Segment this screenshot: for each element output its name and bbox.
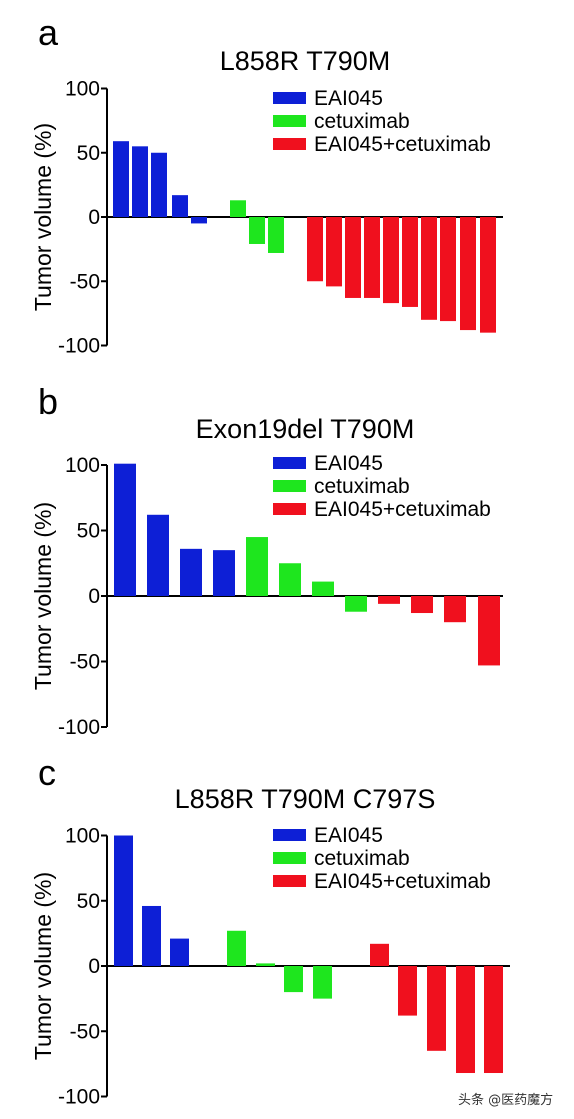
bar-eai045-cetuximab-2 <box>398 966 417 1016</box>
bar-cetuximab-2 <box>279 563 301 596</box>
bar-cetuximab-3 <box>284 966 303 993</box>
bar-cetuximab-2 <box>249 217 265 244</box>
legend-swatch <box>273 503 306 515</box>
bar-cetuximab-2 <box>256 963 275 966</box>
bar-eai045-2 <box>147 514 169 596</box>
y-axis-label: Tumor volume (%) <box>30 123 56 311</box>
bar-cetuximab-1 <box>246 537 268 596</box>
bar-cetuximab-1 <box>227 930 246 966</box>
y-tick-label: 50 <box>77 520 100 543</box>
bar-eai045-cetuximab-2 <box>411 596 433 614</box>
bar-eai045-2 <box>142 905 161 966</box>
y-axis-label: Tumor volume (%) <box>30 502 56 690</box>
legend-swatch <box>273 457 306 469</box>
bar-eai045-cetuximab-8 <box>440 217 456 322</box>
bar-eai045-cetuximab-3 <box>345 217 361 298</box>
bar-cetuximab-4 <box>345 596 367 612</box>
bar-eai045-cetuximab-4 <box>364 217 380 298</box>
y-tick-label: 0 <box>88 955 100 978</box>
bar-eai045-1 <box>113 141 129 217</box>
bar-eai045-1 <box>114 463 136 596</box>
bar-eai045-cetuximab-5 <box>484 966 503 1074</box>
y-tick-label: -50 <box>70 270 100 293</box>
bar-eai045-cetuximab-6 <box>402 217 418 307</box>
chart-title: Exon19del T790M <box>196 414 415 444</box>
legend-label: EAI045 <box>314 824 383 847</box>
legend-label: EAI045+cetuximab <box>314 498 491 521</box>
bar-cetuximab-4 <box>313 966 332 999</box>
watermark: 头条 @医药魔方 <box>458 1093 554 1108</box>
panel-letter: c <box>38 752 56 793</box>
y-tick-label: -100 <box>58 1086 100 1109</box>
y-tick-label: 0 <box>88 206 100 229</box>
panel-c: c L858R T790M C797S Tumor volume (%) 100 50 0… <box>30 752 510 1109</box>
legend-swatch <box>273 875 306 887</box>
bar-eai045-1 <box>114 835 133 966</box>
y-tick-label: -50 <box>70 651 100 674</box>
bar-eai045-cetuximab-4 <box>456 966 475 1074</box>
bar-eai045-cetuximab-7 <box>421 217 437 320</box>
panel-letter: a <box>38 12 59 53</box>
y-tick-label: 100 <box>65 454 100 477</box>
bar-eai045-cetuximab-1 <box>307 217 323 282</box>
bar-eai045-cetuximab-1 <box>378 596 400 604</box>
legend-swatch <box>273 852 306 864</box>
bar-eai045-3 <box>180 548 202 596</box>
bar-eai045-cetuximab-2 <box>326 217 342 287</box>
bar-eai045-2 <box>132 146 148 217</box>
legend-label: EAI045+cetuximab <box>314 870 491 893</box>
bar-eai045-3 <box>170 938 189 966</box>
bar-eai045-4 <box>213 550 235 596</box>
legend-label: EAI045+cetuximab <box>314 133 491 156</box>
y-tick-label: -100 <box>58 335 100 358</box>
bar-eai045-3 <box>151 152 167 217</box>
panel-b: b Exon19del T790M Tumor volume (%) 100 50 0 -5… <box>30 381 503 739</box>
legend-label: cetuximab <box>314 475 410 498</box>
legend-swatch <box>273 92 306 104</box>
bar-eai045-cetuximab-3 <box>427 966 446 1051</box>
y-tick-label: 50 <box>77 890 100 913</box>
y-tick-label: 50 <box>77 142 100 165</box>
legend-label: EAI045 <box>314 452 383 475</box>
bar-cetuximab-3 <box>268 217 284 253</box>
y-tick-label: -50 <box>70 1020 100 1043</box>
legend-swatch <box>273 138 306 150</box>
legend-swatch <box>273 115 306 127</box>
legend-label: cetuximab <box>314 847 410 870</box>
chart-title: L858R T790M C797S <box>175 784 436 814</box>
y-tick-label: 100 <box>65 78 100 101</box>
y-axis-label: Tumor volume (%) <box>30 872 56 1060</box>
bar-eai045-5 <box>191 217 207 224</box>
bar-eai045-cetuximab-3 <box>444 596 466 623</box>
panel-letter: b <box>38 381 58 422</box>
bar-eai045-cetuximab-9 <box>460 217 476 331</box>
chart-title: L858R T790M <box>220 46 391 76</box>
legend-swatch <box>273 480 306 492</box>
y-tick-label: -100 <box>58 716 100 739</box>
bar-eai045-cetuximab-4 <box>478 596 500 666</box>
bar-cetuximab-1 <box>230 200 246 217</box>
bar-eai045-cetuximab-5 <box>383 217 399 304</box>
legend-label: cetuximab <box>314 110 410 133</box>
bar-cetuximab-3 <box>312 581 334 596</box>
bar-eai045-cetuximab-10 <box>480 217 496 333</box>
bar-eai045-4 <box>172 195 188 217</box>
legend-swatch <box>273 829 306 841</box>
legend-label: EAI045 <box>314 87 383 110</box>
panel-a: a L858R T790M Tumor volume (%) 100 50 0 -50 -10… <box>30 12 503 358</box>
y-tick-label: 100 <box>65 825 100 848</box>
bar-eai045-cetuximab-1 <box>370 943 389 966</box>
y-tick-label: 0 <box>88 585 100 608</box>
